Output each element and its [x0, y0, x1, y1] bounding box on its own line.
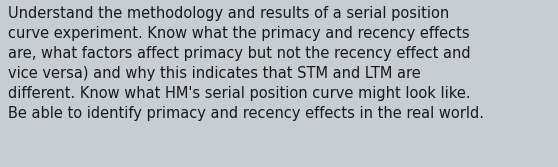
Text: Understand the methodology and results of a serial position
curve experiment. Kn: Understand the methodology and results o… [8, 6, 484, 121]
